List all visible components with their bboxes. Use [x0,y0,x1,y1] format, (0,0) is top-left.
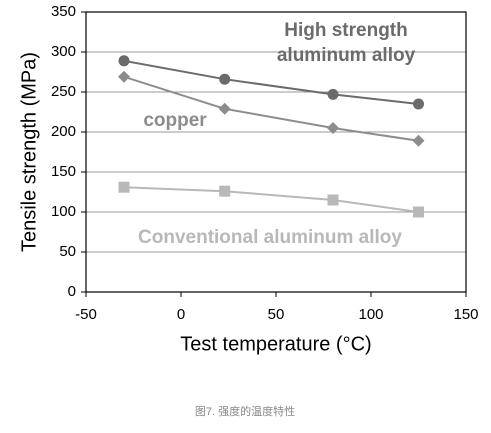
y-tick-label: 350 [51,3,76,20]
plot-frame [85,11,467,293]
series-line [123,75,419,142]
series-label-box: copper [143,110,207,131]
series-label: High strength aluminum alloy [276,20,416,66]
point [218,102,231,115]
x-tick-label: 100 [358,306,383,323]
series-line [123,186,419,213]
point [118,70,130,83]
point [118,55,130,67]
series-label-box: Conventional aluminum alloy [138,227,402,248]
caption: 图7. 强度的温度特性 [195,404,295,418]
point [327,194,339,206]
y-tick-label: 250 [51,83,76,100]
point [219,73,231,85]
series-label: Conventional aluminum alloy [138,227,402,248]
point [327,88,339,100]
point [219,185,231,197]
point [118,181,130,193]
x-tick-label: -50 [75,306,97,323]
series-label: copper [143,110,207,131]
x-axis-title: Test temperature (°C) [180,333,371,355]
y-tick-label: 0 [68,283,76,300]
point [413,98,424,110]
x-tick-label: 50 [268,306,285,323]
series-line [123,59,419,105]
y-tick-label: 50 [59,243,76,260]
point [413,206,424,218]
y-tick-label: 200 [51,123,76,140]
point [327,122,339,134]
x-tick-label: 150 [453,306,478,323]
x-tick-label: 0 [177,306,185,323]
series-label-box: High strength aluminum alloy [276,20,416,66]
y-tick-label: 100 [51,203,76,220]
point [412,134,425,147]
y-tick-label: 150 [51,163,76,180]
y-axis-title: Tensile strength (MPa) [18,52,40,252]
y-tick-label: 300 [51,43,76,60]
